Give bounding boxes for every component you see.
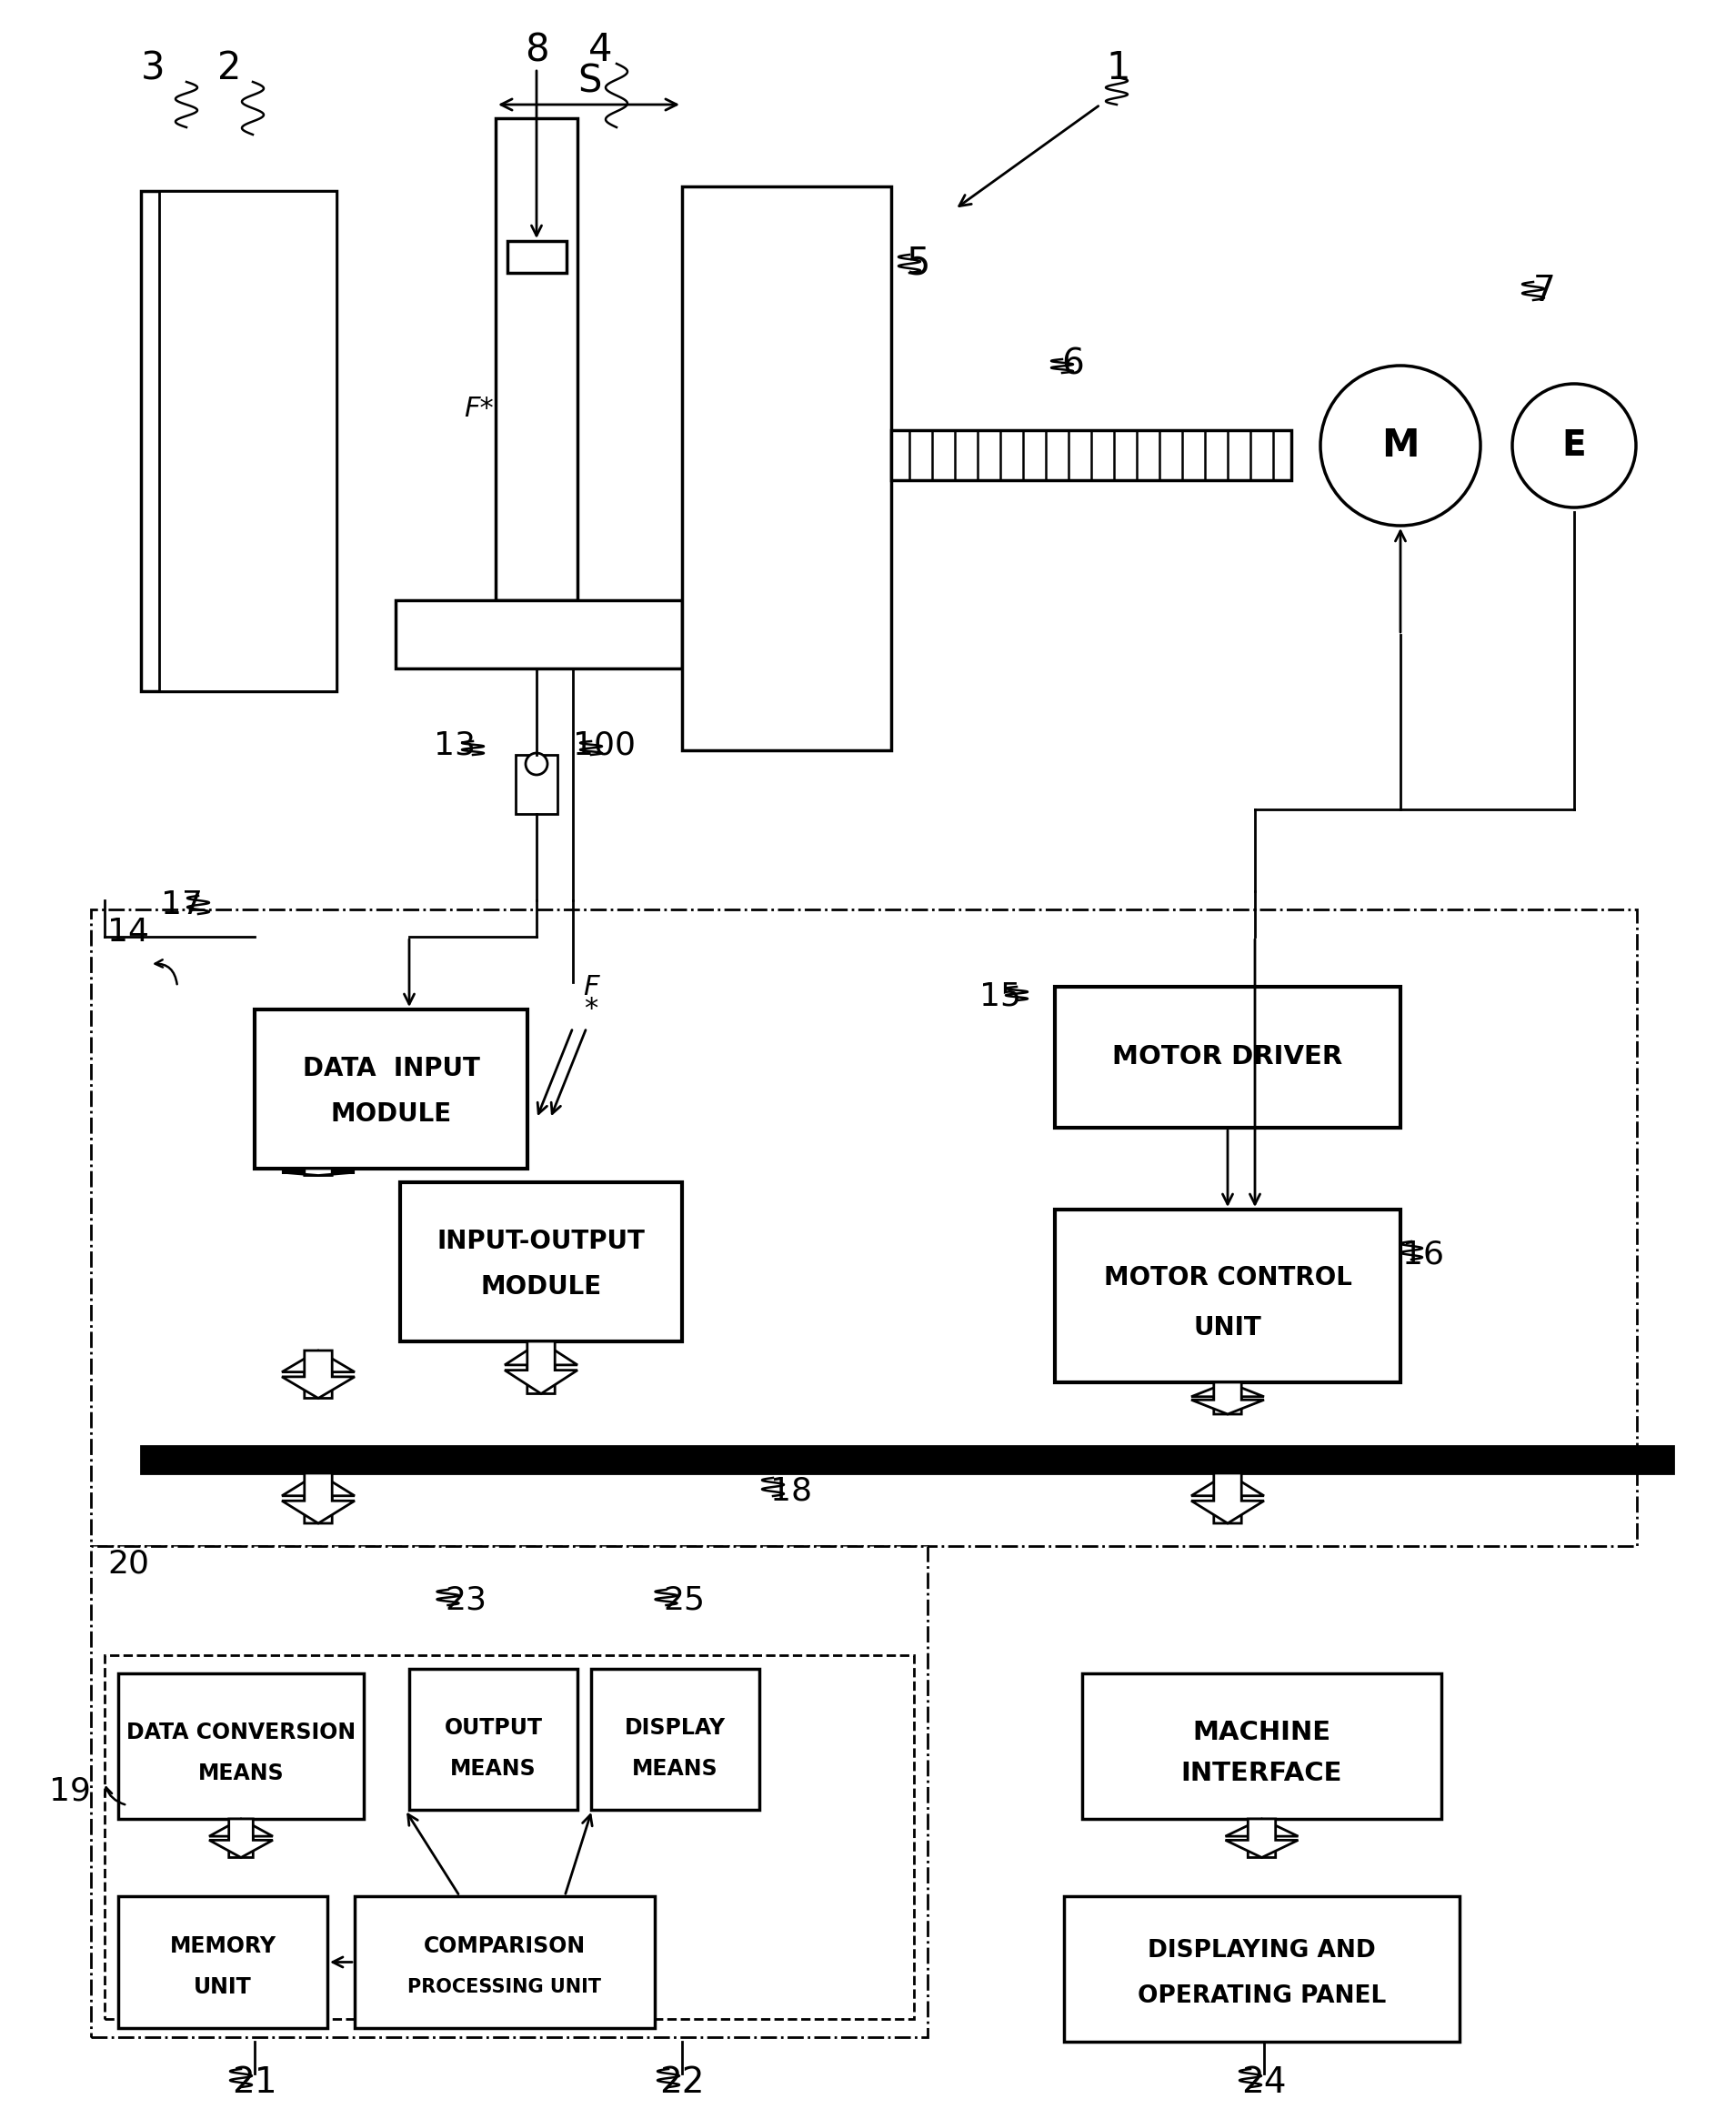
Text: *: * [583,996,597,1023]
Bar [141,1445,1674,1473]
Text: 1: 1 [1106,49,1130,87]
Text: 14: 14 [108,918,149,947]
Polygon shape [208,1818,273,1858]
Text: INTERFACE: INTERFACE [1180,1761,1342,1786]
Text: 17: 17 [161,890,203,920]
Text: UNIT: UNIT [1194,1316,1262,1341]
Text: 7: 7 [1533,273,1555,307]
Bar [255,1009,528,1170]
Text: MOTOR DRIVER: MOTOR DRIVER [1113,1045,1344,1070]
Bar [1082,1674,1441,1818]
Bar [354,1897,654,2028]
Bar [160,191,337,691]
Text: 100: 100 [573,731,635,761]
Text: MOTOR CONTROL: MOTOR CONTROL [1104,1265,1352,1290]
Bar [682,186,891,750]
Polygon shape [281,1350,354,1399]
Text: 8: 8 [524,32,549,70]
Text: DISPLAYING AND: DISPLAYING AND [1147,1939,1375,1962]
Bar [90,1547,927,2036]
Polygon shape [281,1170,354,1176]
Text: 4: 4 [589,32,613,70]
Text: S: S [578,64,601,102]
Bar [90,909,1637,1547]
Text: 15: 15 [979,981,1021,1011]
Text: 18: 18 [771,1477,812,1507]
Bar [891,430,1292,481]
Polygon shape [1191,1473,1264,1524]
Text: COMPARISON: COMPARISON [424,1935,585,1958]
Text: UNIT: UNIT [194,1977,252,1998]
Text: OUTPUT: OUTPUT [444,1716,542,1740]
Circle shape [526,752,547,776]
Text: 24: 24 [1241,2066,1286,2100]
Polygon shape [505,1341,578,1394]
Text: 2: 2 [217,49,241,87]
Bar [507,242,566,273]
Text: DATA CONVERSION: DATA CONVERSION [127,1721,356,1744]
Bar [1064,1897,1460,2043]
Bar [410,1670,578,1810]
Text: DATA  INPUT: DATA INPUT [302,1055,479,1081]
Text: 23: 23 [444,1585,488,1617]
Text: 5: 5 [906,244,930,282]
Bar [399,1182,682,1341]
Text: 6: 6 [1062,348,1085,381]
Text: DISPLAY: DISPLAY [625,1716,726,1740]
Text: 19: 19 [49,1776,90,1808]
Bar [1055,1210,1401,1382]
Polygon shape [1226,1818,1299,1858]
Polygon shape [208,1818,273,1858]
Text: MACHINE: MACHINE [1193,1721,1332,1746]
Text: 16: 16 [1403,1240,1444,1271]
Polygon shape [505,1341,578,1394]
Text: 25: 25 [663,1585,705,1617]
Text: E: E [1562,428,1587,462]
Polygon shape [281,1350,354,1399]
Bar [118,1897,328,2028]
Text: MEANS: MEANS [198,1763,285,1784]
Text: 20: 20 [108,1549,149,1579]
Text: F*: F* [464,396,495,422]
Bar [396,600,682,667]
Polygon shape [1191,1382,1264,1413]
Polygon shape [281,1170,354,1176]
Text: M: M [1382,426,1420,464]
Text: MEANS: MEANS [450,1759,536,1780]
Bar [104,1655,913,2019]
Text: 21: 21 [233,2066,278,2100]
Text: 22: 22 [660,2066,705,2100]
Bar [516,754,557,814]
Text: MEANS: MEANS [632,1759,719,1780]
Text: 13: 13 [434,731,476,761]
Polygon shape [281,1473,354,1524]
Polygon shape [1191,1473,1264,1524]
Bar [141,191,337,691]
Text: OPERATING PANEL: OPERATING PANEL [1137,1983,1385,2009]
Text: INPUT-OUTPUT: INPUT-OUTPUT [437,1229,646,1254]
Text: F: F [583,973,599,1000]
Polygon shape [281,1473,354,1524]
Bar [118,1674,365,1818]
Text: 3: 3 [141,49,165,87]
Text: PROCESSING UNIT: PROCESSING UNIT [408,1977,602,1996]
Text: MEMORY: MEMORY [170,1935,276,1958]
Bar [590,1670,759,1810]
Text: MODULE: MODULE [330,1102,451,1127]
Polygon shape [1191,1382,1264,1413]
Text: MODULE: MODULE [481,1274,602,1299]
Polygon shape [1226,1818,1299,1858]
Bar [495,119,578,600]
Bar [1055,987,1401,1127]
